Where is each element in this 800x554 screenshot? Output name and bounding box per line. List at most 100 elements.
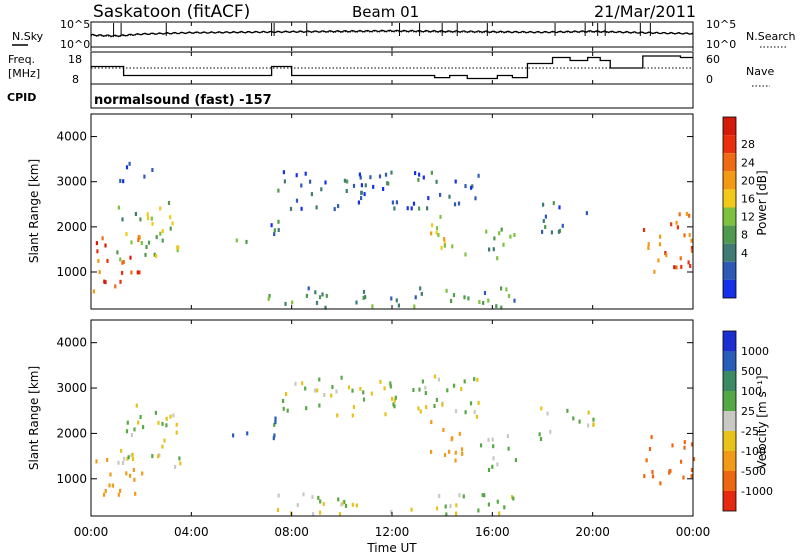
heat-cell xyxy=(174,464,177,469)
heat-cell xyxy=(273,232,276,237)
heat-cell xyxy=(451,244,454,249)
heat-cell xyxy=(267,296,270,301)
heat-cell xyxy=(125,429,129,434)
heat-cell xyxy=(683,233,686,238)
heat-cell xyxy=(512,496,515,501)
heat-cell xyxy=(130,453,133,458)
heat-cell xyxy=(157,454,160,459)
heat-cell xyxy=(433,404,436,408)
heat-cell xyxy=(418,172,421,177)
heat-cell xyxy=(246,431,249,436)
heat-cell xyxy=(274,416,277,421)
nave-tick-top: 60 xyxy=(706,53,720,66)
heat-cell xyxy=(445,288,448,293)
heat-cell xyxy=(165,416,168,421)
heat-cell xyxy=(92,289,95,294)
heat-cell xyxy=(273,228,276,233)
heat-cell xyxy=(477,173,480,178)
heat-cell xyxy=(314,290,317,295)
heat-cell xyxy=(539,437,543,441)
heat-cell xyxy=(363,192,366,197)
heat-cell xyxy=(659,481,662,486)
cpid-label: CPID xyxy=(7,91,36,104)
heat-cell xyxy=(454,450,457,455)
heat-cell xyxy=(458,493,461,498)
heat-cell xyxy=(424,391,427,395)
heat-cell xyxy=(461,451,464,456)
heat-cell xyxy=(492,247,495,252)
heat-cell xyxy=(138,235,141,240)
heat-cell xyxy=(371,304,374,309)
heat-cell xyxy=(690,248,694,253)
heat-cell xyxy=(319,510,322,515)
power-panel-frame xyxy=(90,113,694,310)
velocity-colorbar: 1000 500 100 25 -25 -100 -500 -1000 xyxy=(722,330,773,512)
heat-cell xyxy=(443,453,447,458)
heat-cell xyxy=(682,475,685,480)
heat-cell xyxy=(417,177,420,182)
heat-cell xyxy=(592,417,595,422)
heat-cell xyxy=(141,471,144,476)
heat-cell xyxy=(138,270,141,275)
power-colorbar-label: Power [dB] xyxy=(755,170,769,235)
heat-cell xyxy=(274,420,277,425)
colorbar-swatch xyxy=(723,491,736,511)
heat-cell xyxy=(95,241,98,246)
heat-cell xyxy=(384,412,387,417)
noise-tick-left-bottom: 10^0 xyxy=(60,38,90,51)
heat-cell xyxy=(414,295,417,300)
heat-cell xyxy=(111,483,114,488)
heat-cell xyxy=(153,252,156,257)
heat-cell xyxy=(146,212,149,217)
heat-cell xyxy=(431,223,434,228)
colorbar-swatch xyxy=(723,153,736,172)
heat-cell xyxy=(323,393,326,397)
heat-cell xyxy=(169,215,172,220)
heat-cell xyxy=(443,237,446,241)
heat-cell xyxy=(488,247,491,252)
x-tick-label: 04:00 xyxy=(174,525,209,539)
heat-cell xyxy=(493,236,496,241)
radar-title: Saskatoon (fitACF) xyxy=(93,2,250,22)
heat-cell xyxy=(391,396,394,401)
heat-cell xyxy=(658,242,662,247)
heat-cell xyxy=(128,161,131,166)
heat-cell xyxy=(424,385,427,390)
heat-cell xyxy=(295,198,299,203)
heat-cell xyxy=(645,458,648,463)
heat-cell xyxy=(481,493,484,497)
heat-cell xyxy=(485,229,488,234)
colorbar-tick-label: -25 xyxy=(741,425,759,438)
heat-cell xyxy=(430,170,433,175)
heat-cell xyxy=(426,206,429,211)
heat-cell xyxy=(108,483,111,488)
heat-cell xyxy=(171,221,174,226)
heat-cell xyxy=(410,507,413,512)
heat-cell xyxy=(425,405,428,410)
heat-cell xyxy=(382,187,385,191)
heat-cell xyxy=(446,388,449,393)
heat-cell xyxy=(692,457,696,462)
heat-cell xyxy=(491,437,494,442)
heat-cell xyxy=(650,435,653,440)
heat-cell xyxy=(440,245,443,250)
heat-cell xyxy=(155,235,158,240)
heat-cell xyxy=(130,433,133,437)
heat-cell xyxy=(683,445,686,450)
heat-cell xyxy=(480,443,483,448)
heat-cell xyxy=(232,433,235,438)
heat-cell xyxy=(394,395,397,400)
heat-cell xyxy=(133,477,136,482)
nave-tick-bottom: 0 xyxy=(706,73,713,86)
power-colorbar: 28 24 20 16 12 8 4 xyxy=(722,116,755,299)
heat-cell xyxy=(304,386,307,391)
heat-cell xyxy=(558,205,561,210)
heat-cell xyxy=(458,431,461,436)
heat-cell xyxy=(498,231,501,236)
heat-cell xyxy=(544,214,547,219)
heat-cell xyxy=(137,420,140,425)
heat-cell xyxy=(437,233,440,237)
heat-cell xyxy=(117,205,120,210)
heat-cell xyxy=(455,503,458,508)
heat-cell xyxy=(135,403,138,408)
